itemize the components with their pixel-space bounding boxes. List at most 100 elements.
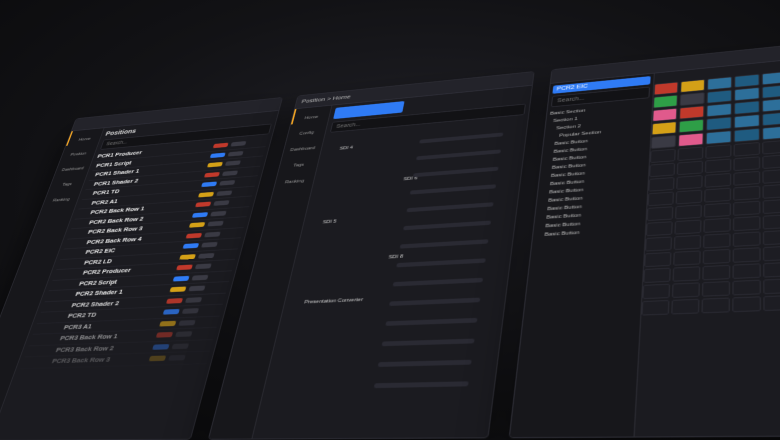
grid-button[interactable] — [702, 265, 730, 281]
grid-button[interactable] — [647, 206, 674, 221]
grid-button[interactable] — [762, 169, 780, 184]
grid-button[interactable] — [763, 246, 780, 262]
grid-button[interactable] — [762, 84, 780, 98]
grid-button[interactable] — [680, 92, 705, 106]
grid-button[interactable] — [645, 236, 672, 251]
grid-button[interactable] — [733, 216, 761, 231]
grid-button[interactable] — [707, 90, 732, 104]
grid-button[interactable] — [644, 252, 671, 267]
grid-button[interactable] — [703, 233, 731, 248]
grid-button[interactable] — [673, 266, 701, 281]
grid-button[interactable] — [734, 128, 760, 143]
grid-button[interactable] — [763, 199, 780, 214]
grid-button[interactable] — [734, 114, 760, 128]
grid-button[interactable] — [706, 130, 732, 144]
grid-button[interactable] — [651, 121, 676, 135]
tag-chip — [222, 170, 238, 176]
grid-button[interactable] — [650, 149, 676, 163]
grid-button[interactable] — [703, 218, 730, 233]
nav-item[interactable]: Ranking — [43, 188, 82, 206]
device-item[interactable]: SDI 8 — [388, 254, 403, 260]
grid-button[interactable] — [677, 161, 703, 176]
grid-button[interactable] — [763, 262, 780, 278]
tag-chip — [185, 297, 202, 303]
grid-button[interactable] — [734, 142, 760, 157]
grid-button[interactable] — [762, 71, 780, 85]
grid-button[interactable] — [733, 231, 761, 246]
grid-button[interactable] — [678, 119, 704, 133]
grid-button[interactable] — [763, 230, 780, 246]
grid-button[interactable] — [733, 186, 760, 201]
grid-button[interactable] — [733, 201, 760, 216]
grid-button[interactable] — [762, 140, 780, 155]
grid-button[interactable] — [673, 250, 701, 265]
grid-button[interactable] — [678, 133, 704, 147]
grid-button[interactable] — [733, 171, 760, 186]
grid-button[interactable] — [647, 192, 674, 207]
tag-chip — [156, 332, 173, 338]
grid-button[interactable] — [653, 95, 678, 109]
grid-button[interactable] — [734, 87, 760, 101]
grid-button[interactable] — [701, 298, 730, 314]
grid-button[interactable] — [763, 184, 780, 199]
grid-button[interactable] — [734, 74, 759, 88]
tag-chip — [219, 180, 235, 186]
grid-button[interactable] — [733, 156, 760, 171]
grid-button[interactable] — [702, 281, 730, 297]
list-line — [393, 278, 483, 287]
tag-chip — [204, 172, 220, 178]
grid-button[interactable] — [732, 296, 761, 312]
grid-button[interactable] — [732, 280, 761, 296]
tag-chip — [231, 141, 247, 147]
grid-button[interactable] — [704, 188, 731, 203]
grid-button[interactable] — [642, 284, 670, 299]
grid-button[interactable] — [762, 154, 780, 169]
nav-item[interactable]: Ranking — [274, 169, 316, 189]
grid-button[interactable] — [704, 203, 731, 218]
grid-button[interactable] — [705, 173, 732, 188]
grid-button[interactable] — [676, 190, 703, 205]
device-item[interactable]: Presentation Converter — [304, 297, 364, 305]
grid-button[interactable] — [762, 98, 780, 112]
grid-button[interactable] — [646, 221, 673, 236]
grid-button[interactable] — [674, 235, 701, 250]
grid-button[interactable] — [651, 135, 677, 149]
grid-button[interactable] — [679, 105, 704, 119]
grid-button[interactable] — [707, 76, 732, 90]
grid-button[interactable] — [762, 112, 780, 126]
tag-chip — [210, 210, 226, 216]
grid-button[interactable] — [674, 220, 701, 235]
grid-button[interactable] — [733, 247, 761, 263]
grid-button[interactable] — [648, 177, 674, 192]
grid-button[interactable] — [703, 249, 731, 264]
grid-button[interactable] — [763, 214, 780, 229]
grid-button[interactable] — [652, 108, 677, 122]
grid-button[interactable] — [706, 117, 732, 131]
tag-chip — [207, 162, 223, 168]
grid-button[interactable] — [705, 144, 731, 159]
list-line — [396, 258, 486, 267]
grid-button[interactable] — [706, 103, 732, 117]
grid-button[interactable] — [732, 263, 760, 279]
grid-button[interactable] — [734, 100, 760, 114]
grid-button[interactable] — [643, 268, 671, 283]
grid-button[interactable] — [676, 175, 702, 190]
grid-button[interactable] — [763, 278, 780, 294]
grid-button[interactable] — [763, 295, 780, 311]
grid-button[interactable] — [671, 299, 699, 315]
grid-button[interactable] — [641, 300, 669, 316]
grid-button[interactable] — [680, 79, 705, 93]
grid-button[interactable] — [649, 163, 675, 177]
grid-button[interactable] — [705, 159, 731, 174]
list-line — [410, 184, 496, 194]
device-item[interactable]: SDI 4 — [339, 146, 353, 152]
tag-chip — [179, 254, 196, 260]
tag-chip — [216, 190, 232, 196]
grid-button[interactable] — [762, 126, 780, 141]
grid-button[interactable] — [672, 282, 700, 298]
grid-button[interactable] — [654, 82, 679, 96]
device-item[interactable]: SDI 5 — [322, 219, 337, 225]
stage: Home Position Dashboard Tags Ranking Positio… — [0, 36, 780, 440]
grid-button[interactable] — [675, 204, 702, 219]
grid-button[interactable] — [677, 147, 703, 161]
